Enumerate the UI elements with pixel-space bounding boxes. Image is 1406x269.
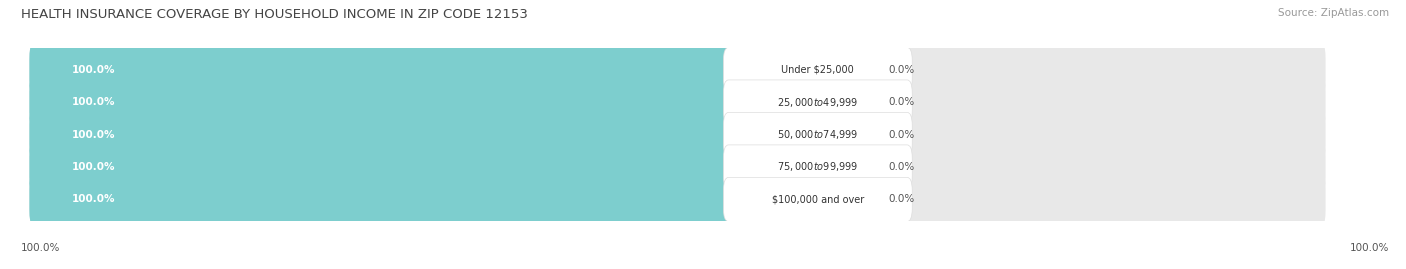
Text: 100.0%: 100.0% xyxy=(72,194,115,204)
FancyBboxPatch shape xyxy=(30,98,790,171)
Text: 0.0%: 0.0% xyxy=(889,162,914,172)
Text: $100,000 and over: $100,000 and over xyxy=(772,194,863,204)
FancyBboxPatch shape xyxy=(30,33,1326,106)
FancyBboxPatch shape xyxy=(30,33,790,106)
Text: 0.0%: 0.0% xyxy=(889,97,914,107)
Text: 0.0%: 0.0% xyxy=(889,194,914,204)
Text: Source: ZipAtlas.com: Source: ZipAtlas.com xyxy=(1278,8,1389,18)
FancyBboxPatch shape xyxy=(724,80,912,124)
FancyBboxPatch shape xyxy=(30,163,1326,236)
FancyBboxPatch shape xyxy=(724,112,912,157)
Text: HEALTH INSURANCE COVERAGE BY HOUSEHOLD INCOME IN ZIP CODE 12153: HEALTH INSURANCE COVERAGE BY HOUSEHOLD I… xyxy=(21,8,529,21)
FancyBboxPatch shape xyxy=(769,163,879,236)
FancyBboxPatch shape xyxy=(724,145,912,189)
FancyBboxPatch shape xyxy=(724,177,912,222)
FancyBboxPatch shape xyxy=(769,98,879,171)
FancyBboxPatch shape xyxy=(30,163,790,236)
FancyBboxPatch shape xyxy=(769,131,879,203)
FancyBboxPatch shape xyxy=(30,131,1326,203)
Text: $50,000 to $74,999: $50,000 to $74,999 xyxy=(778,128,859,141)
Text: $75,000 to $99,999: $75,000 to $99,999 xyxy=(778,161,859,174)
FancyBboxPatch shape xyxy=(30,66,1326,138)
FancyBboxPatch shape xyxy=(30,98,1326,171)
Text: 0.0%: 0.0% xyxy=(889,65,914,75)
Text: 0.0%: 0.0% xyxy=(889,129,914,140)
Text: Under $25,000: Under $25,000 xyxy=(782,65,855,75)
FancyBboxPatch shape xyxy=(769,33,879,106)
FancyBboxPatch shape xyxy=(30,131,790,203)
Text: 100.0%: 100.0% xyxy=(72,97,115,107)
Text: 100.0%: 100.0% xyxy=(72,129,115,140)
FancyBboxPatch shape xyxy=(724,47,912,92)
Text: 100.0%: 100.0% xyxy=(21,243,60,253)
Text: 100.0%: 100.0% xyxy=(1350,243,1389,253)
Text: $25,000 to $49,999: $25,000 to $49,999 xyxy=(778,95,859,108)
Text: 100.0%: 100.0% xyxy=(72,162,115,172)
Text: 100.0%: 100.0% xyxy=(72,65,115,75)
FancyBboxPatch shape xyxy=(769,66,879,138)
FancyBboxPatch shape xyxy=(30,66,790,138)
